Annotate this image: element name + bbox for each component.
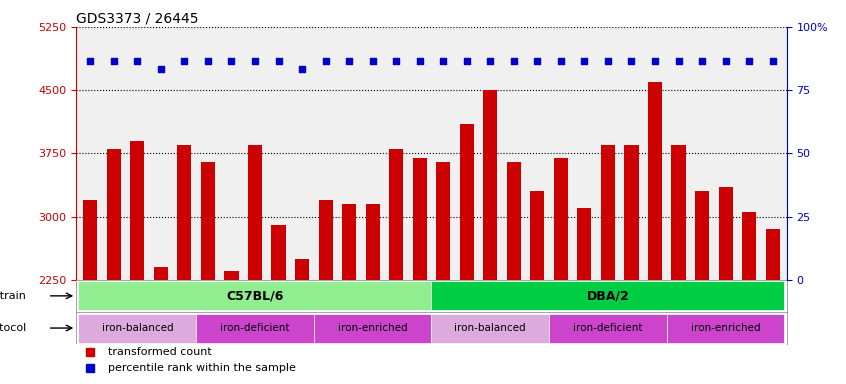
Point [319,58,332,64]
Point [178,58,191,64]
Bar [459,124,474,384]
Point [437,58,450,64]
Point [766,58,779,64]
Bar [554,157,568,384]
Bar [624,145,639,384]
Point [719,58,733,64]
Bar [766,229,780,384]
Text: iron-deficient: iron-deficient [574,323,643,333]
Bar [413,157,426,384]
Point [107,58,121,64]
Text: C57BL/6: C57BL/6 [226,290,283,302]
Text: DBA/2: DBA/2 [586,290,629,302]
Point [248,58,261,64]
FancyBboxPatch shape [549,314,667,343]
Point [154,66,168,72]
Bar [318,200,332,384]
Point [695,58,709,64]
Point [389,58,403,64]
Bar [342,204,356,384]
Point [272,58,285,64]
Point [507,58,520,64]
FancyBboxPatch shape [79,281,431,310]
Point [602,58,615,64]
Bar [389,149,404,384]
Bar [178,145,191,384]
Point [225,58,239,64]
FancyBboxPatch shape [431,281,784,310]
Point [201,58,215,64]
Bar [437,162,450,384]
Point [295,66,309,72]
Point [742,58,755,64]
Bar [154,267,168,384]
Bar [695,191,709,384]
Point [672,58,685,64]
Text: strain: strain [0,291,26,301]
Bar [83,200,97,384]
Bar [201,162,215,384]
Bar [224,271,239,384]
Point [413,58,426,64]
Bar [648,82,662,384]
Text: protocol: protocol [0,323,26,333]
FancyBboxPatch shape [431,314,549,343]
Bar [248,145,262,384]
Point [365,58,379,64]
Point [130,58,144,64]
Bar [365,204,380,384]
Bar [742,212,756,384]
Text: iron-balanced: iron-balanced [102,323,173,333]
Text: iron-enriched: iron-enriched [338,323,408,333]
Bar [601,145,615,384]
FancyBboxPatch shape [79,314,196,343]
Bar [130,141,145,384]
Text: GDS3373 / 26445: GDS3373 / 26445 [76,12,199,26]
Point [624,58,638,64]
Text: percentile rank within the sample: percentile rank within the sample [108,363,296,373]
Text: iron-enriched: iron-enriched [691,323,761,333]
Point [484,58,497,64]
Point [460,58,474,64]
Point [343,58,356,64]
Point [84,58,97,64]
Bar [295,259,309,384]
FancyBboxPatch shape [196,314,314,343]
Bar [272,225,286,384]
Point [554,58,568,64]
Bar [577,208,591,384]
Bar [672,145,685,384]
Text: transformed count: transformed count [108,347,212,357]
Bar [107,149,121,384]
Bar [483,90,497,384]
Text: iron-deficient: iron-deficient [220,323,289,333]
Point [530,58,544,64]
Text: iron-balanced: iron-balanced [454,323,526,333]
Point [578,58,591,64]
Bar [530,191,545,384]
FancyBboxPatch shape [314,314,431,343]
Point [648,58,662,64]
Bar [507,162,521,384]
FancyBboxPatch shape [667,314,784,343]
Bar [718,187,733,384]
